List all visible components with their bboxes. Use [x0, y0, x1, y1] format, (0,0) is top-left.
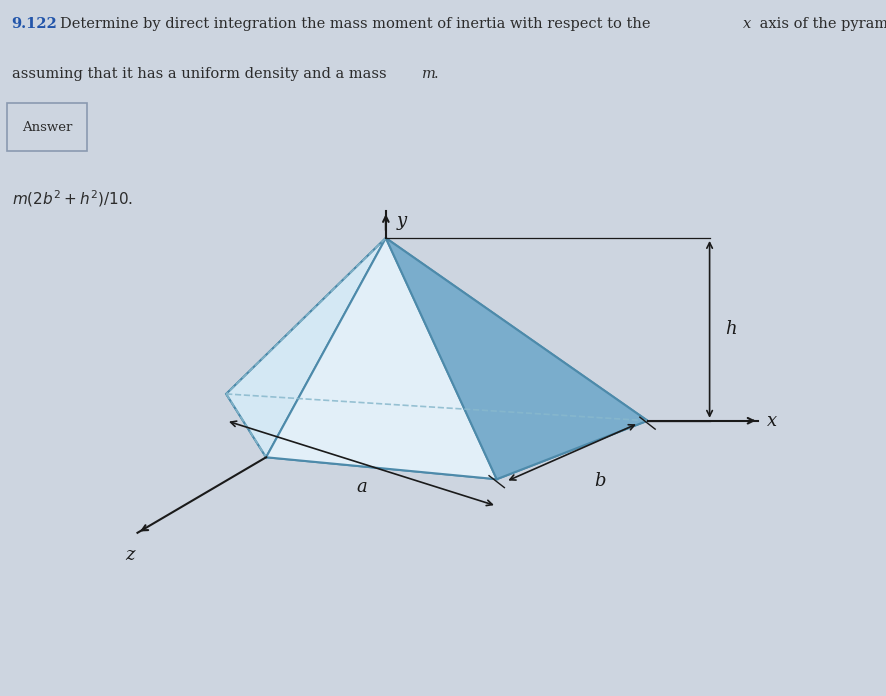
Polygon shape — [226, 394, 647, 479]
Text: y: y — [396, 212, 406, 230]
Text: z: z — [126, 546, 135, 564]
Text: 9.122: 9.122 — [12, 17, 58, 31]
Polygon shape — [226, 238, 385, 457]
Text: x: x — [766, 412, 776, 429]
Text: .: . — [433, 67, 438, 81]
Polygon shape — [385, 238, 647, 479]
Text: Determine by direct integration the mass moment of inertia with respect to the: Determine by direct integration the mass… — [60, 17, 655, 31]
Text: x: x — [742, 17, 750, 31]
Polygon shape — [226, 238, 647, 420]
Polygon shape — [266, 238, 496, 479]
Text: m: m — [422, 67, 436, 81]
Text: h: h — [725, 320, 736, 338]
Text: $m(2b^2 + h^2)/10.$: $m(2b^2 + h^2)/10.$ — [12, 188, 133, 209]
Text: a: a — [355, 478, 367, 496]
Text: Answer: Answer — [22, 121, 72, 134]
Text: b: b — [594, 472, 605, 490]
FancyBboxPatch shape — [7, 103, 87, 152]
Text: assuming that it has a uniform density and a mass: assuming that it has a uniform density a… — [12, 67, 391, 81]
Text: axis of the pyramid shown,: axis of the pyramid shown, — [754, 17, 886, 31]
